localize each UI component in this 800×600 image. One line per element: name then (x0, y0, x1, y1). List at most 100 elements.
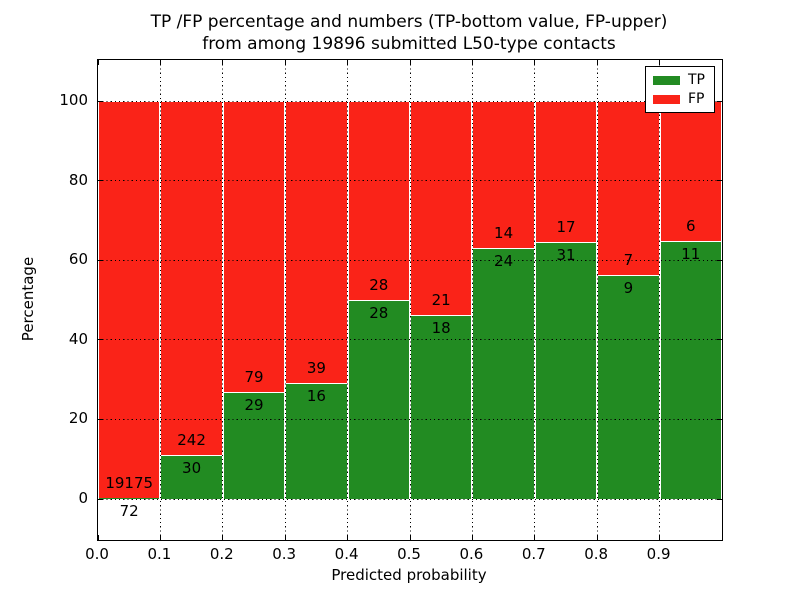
y-tick-right (717, 339, 722, 341)
x-tick-top (347, 60, 349, 65)
x-axis-label: Predicted probability (331, 566, 487, 584)
y-tick-left (98, 498, 103, 500)
x-tick-top (471, 60, 473, 65)
bar-label-tp: 28 (369, 304, 389, 322)
bar-label-fp: 19175 (105, 473, 154, 492)
x-tick-bottom (471, 535, 473, 540)
gridline-horizontal (98, 418, 722, 420)
plot-area: 19175 72 242 30 79 29 39 16 28 28 21 18 14 24 17 31 7 9 6 1… (97, 59, 723, 541)
bar-label-tp: 31 (556, 245, 576, 264)
gridline-horizontal (98, 259, 722, 261)
x-tick-top (659, 60, 661, 65)
bar-segment-tp (160, 455, 223, 499)
bar-segment-tp (597, 275, 660, 499)
bar-segment-tp (285, 383, 348, 499)
bar-label-fp: 6 (686, 217, 696, 236)
y-tick-label: 20 (68, 409, 88, 428)
bar-segment-tp (534, 241, 598, 499)
x-tick-top (409, 60, 411, 65)
x-tick-label: 0.1 (147, 545, 172, 563)
bar-label-fp: 21 (431, 291, 451, 310)
x-tick-top (534, 60, 536, 65)
x-tick-label: 0.9 (646, 545, 671, 563)
y-tick-left (98, 100, 103, 102)
bar-label-fp: 28 (369, 276, 389, 294)
bar-label-tp: 9 (623, 279, 634, 298)
x-tick-bottom (409, 535, 411, 540)
bar-label-tp: 16 (306, 387, 326, 406)
bar-label-fp: 7 (623, 251, 634, 270)
x-tick-bottom (97, 535, 99, 540)
x-tick-top (284, 60, 286, 65)
bar-segment-tp (410, 315, 473, 499)
x-tick-label: 0.6 (459, 545, 484, 563)
bar-segment-fp (410, 101, 473, 316)
gridline-vertical (534, 60, 536, 540)
x-tick-top (596, 60, 598, 65)
legend-swatch-tp-icon (653, 76, 680, 85)
bar-label-tp: 18 (431, 319, 451, 338)
y-tick-label: 60 (68, 250, 88, 269)
bar-segment-tp (222, 392, 286, 499)
gridline-horizontal (98, 339, 722, 341)
bar-segment-fp (98, 101, 161, 498)
gridline-vertical (347, 60, 349, 540)
chart-title-line1: TP /FP percentage and numbers (TP-bottom… (150, 12, 668, 32)
bar-segment-tp (659, 241, 722, 499)
legend-entry-tp: TP (653, 73, 707, 88)
y-tick-label: 100 (59, 91, 88, 109)
bar-label-fp: 39 (306, 359, 326, 378)
y-tick-right (717, 418, 722, 420)
bar-label-tp: 72 (119, 501, 139, 520)
bar-label-tp: 30 (182, 459, 202, 478)
y-tick-left (98, 418, 103, 420)
y-tick-label: 0 (78, 489, 88, 507)
bar-segment-fp (659, 101, 722, 242)
x-tick-label: 0.7 (521, 545, 546, 563)
legend-entry-fp: FP (653, 92, 707, 107)
gridline-horizontal (98, 498, 722, 500)
x-tick-bottom (284, 535, 286, 540)
gridline-vertical (159, 60, 161, 540)
bar-segment-tp (98, 497, 161, 499)
y-tick-right (717, 100, 722, 102)
chart-title-line2: from among 19896 submitted L50-type cont… (202, 34, 616, 54)
gridline-vertical (659, 60, 661, 540)
y-axis-label: Percentage (19, 256, 37, 342)
legend: TP FP (645, 66, 715, 113)
y-tick-right (717, 180, 722, 182)
gridline-vertical (596, 60, 598, 540)
bar-label-fp: 79 (244, 368, 264, 387)
bar-segment-fp (222, 101, 286, 393)
x-tick-bottom (222, 535, 224, 540)
x-tick-bottom (347, 535, 349, 540)
gridline-vertical (471, 60, 473, 540)
legend-label-fp: FP (688, 91, 705, 107)
gridline-horizontal (98, 100, 722, 102)
x-tick-label: 0.3 (272, 545, 297, 563)
x-tick-label: 0.5 (397, 545, 421, 563)
y-tick-left (98, 180, 103, 182)
x-tick-label: 0.8 (584, 545, 609, 563)
gridline-horizontal (98, 180, 722, 182)
gridline-vertical (222, 60, 224, 540)
bar-label-tp: 24 (494, 251, 514, 270)
bar-segment-fp (160, 101, 223, 456)
y-tick-left (98, 259, 103, 261)
bar-segment-fp (534, 101, 598, 242)
bar-label-tp: 11 (681, 245, 701, 264)
bar-segment-fp (347, 101, 410, 300)
bar-segment-tp (472, 247, 535, 499)
gridline-vertical (409, 60, 411, 540)
bar-label-tp: 29 (244, 396, 264, 415)
x-tick-label: 0.4 (334, 545, 359, 563)
x-tick-bottom (596, 535, 598, 540)
y-tick-label: 80 (68, 170, 88, 189)
bar-label-fp: 17 (556, 217, 576, 236)
y-tick-right (717, 498, 722, 500)
x-tick-bottom (534, 535, 536, 540)
bar-segment-fp (285, 101, 348, 384)
bar-label-fp: 14 (494, 223, 514, 242)
x-tick-top (97, 60, 99, 65)
